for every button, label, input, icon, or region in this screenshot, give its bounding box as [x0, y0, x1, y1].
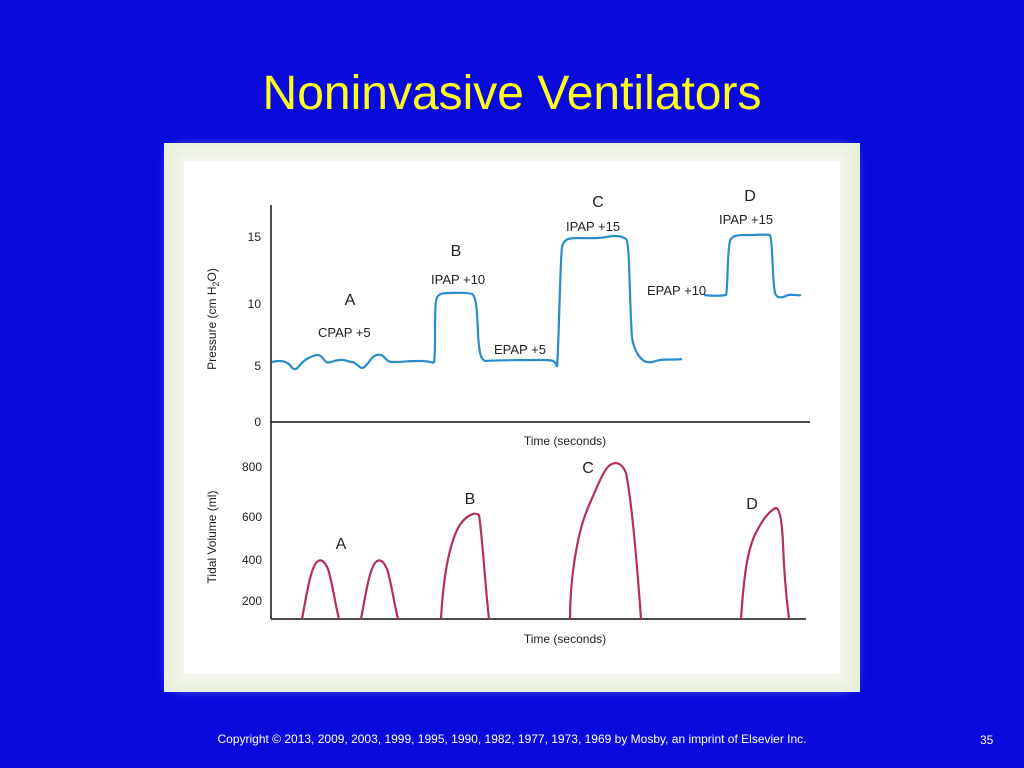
ventilation-waveforms-diagram: 15 10 5 0 Pressure (cm H2O) Time (second… [205, 188, 810, 646]
label-epap-10: EPAP +10 [647, 283, 706, 298]
label-a-pressure: A [345, 292, 356, 309]
volume-x-axis-label: Time (seconds) [524, 632, 606, 646]
volume-trace-b [439, 512, 491, 620]
label-epap-5: EPAP +5 [494, 342, 546, 357]
label-c-volume: C [582, 460, 594, 477]
figure-frame: 15 10 5 0 Pressure (cm H2O) Time (second… [164, 143, 860, 692]
label-ipap-15-d: IPAP +15 [719, 212, 773, 227]
copyright-notice: Copyright © 2013, 2009, 2003, 1999, 1995… [217, 732, 807, 746]
label-b-pressure: B [451, 243, 462, 260]
label-c-pressure: C [592, 194, 604, 211]
pressure-trace-a [271, 353, 435, 371]
pressure-trace-d [703, 233, 802, 299]
label-ipap-10: IPAP +10 [431, 272, 485, 287]
pressure-tick-15: 15 [248, 230, 262, 244]
volume-tick-600: 600 [242, 510, 262, 524]
label-b-volume: B [465, 491, 476, 508]
label-d-volume: D [746, 496, 758, 513]
pressure-trace-b [432, 291, 559, 368]
volume-tick-400: 400 [242, 553, 262, 567]
pressure-tick-10: 10 [248, 297, 262, 311]
volume-tick-800: 800 [242, 460, 262, 474]
volume-trace-d [739, 506, 791, 620]
label-cpap-5: CPAP +5 [318, 325, 371, 340]
volume-trace-a2 [359, 559, 400, 620]
pressure-tick-0: 0 [254, 415, 261, 429]
pressure-tick-5: 5 [254, 359, 261, 373]
pressure-trace-c [555, 234, 683, 368]
label-a-volume: A [336, 536, 347, 553]
volume-trace-a1 [300, 559, 341, 620]
pressure-y-axis-label: Pressure (cm H2O) [205, 268, 221, 370]
pressure-x-axis-label: Time (seconds) [524, 434, 606, 448]
page-number: 35 [980, 733, 994, 747]
volume-y-axis-label: Tidal Volume (ml) [205, 491, 219, 584]
volume-trace-c [568, 462, 643, 620]
volume-tick-200: 200 [242, 594, 262, 608]
label-ipap-15-c: IPAP +15 [566, 219, 620, 234]
label-d-pressure: D [744, 188, 756, 205]
slide-title: Noninvasive Ventilators [262, 67, 762, 120]
figure-panel [184, 161, 840, 674]
